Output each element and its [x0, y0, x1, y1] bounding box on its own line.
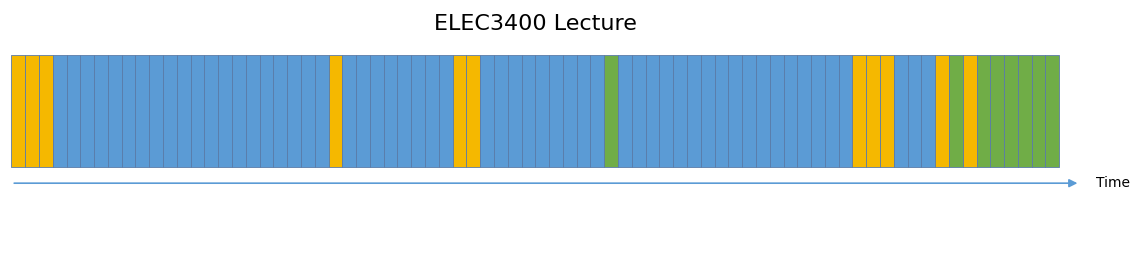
FancyBboxPatch shape	[384, 55, 398, 167]
FancyBboxPatch shape	[425, 55, 439, 167]
FancyBboxPatch shape	[204, 55, 219, 167]
FancyBboxPatch shape	[39, 55, 52, 167]
FancyBboxPatch shape	[1018, 55, 1032, 167]
FancyBboxPatch shape	[756, 55, 770, 167]
FancyBboxPatch shape	[357, 55, 370, 167]
FancyBboxPatch shape	[867, 55, 880, 167]
FancyBboxPatch shape	[535, 55, 549, 167]
FancyBboxPatch shape	[343, 55, 357, 167]
FancyBboxPatch shape	[136, 55, 149, 167]
FancyBboxPatch shape	[563, 55, 576, 167]
FancyBboxPatch shape	[439, 55, 452, 167]
FancyBboxPatch shape	[880, 55, 894, 167]
FancyBboxPatch shape	[108, 55, 122, 167]
FancyBboxPatch shape	[962, 55, 976, 167]
FancyBboxPatch shape	[508, 55, 522, 167]
FancyBboxPatch shape	[728, 55, 743, 167]
FancyBboxPatch shape	[700, 55, 714, 167]
FancyBboxPatch shape	[825, 55, 838, 167]
FancyBboxPatch shape	[576, 55, 590, 167]
FancyBboxPatch shape	[398, 55, 411, 167]
FancyBboxPatch shape	[81, 55, 95, 167]
FancyBboxPatch shape	[618, 55, 632, 167]
FancyBboxPatch shape	[481, 55, 494, 167]
FancyBboxPatch shape	[149, 55, 163, 167]
FancyBboxPatch shape	[314, 55, 328, 167]
FancyBboxPatch shape	[990, 55, 1005, 167]
FancyBboxPatch shape	[452, 55, 466, 167]
FancyBboxPatch shape	[95, 55, 108, 167]
FancyBboxPatch shape	[52, 55, 66, 167]
FancyBboxPatch shape	[590, 55, 605, 167]
FancyBboxPatch shape	[163, 55, 177, 167]
FancyBboxPatch shape	[894, 55, 908, 167]
FancyBboxPatch shape	[122, 55, 136, 167]
FancyBboxPatch shape	[632, 55, 646, 167]
FancyBboxPatch shape	[646, 55, 659, 167]
FancyBboxPatch shape	[921, 55, 935, 167]
FancyBboxPatch shape	[466, 55, 481, 167]
FancyBboxPatch shape	[328, 55, 343, 167]
FancyBboxPatch shape	[66, 55, 81, 167]
Title: ELEC3400 Lecture: ELEC3400 Lecture	[434, 14, 637, 34]
FancyBboxPatch shape	[260, 55, 273, 167]
FancyBboxPatch shape	[935, 55, 949, 167]
FancyBboxPatch shape	[1032, 55, 1046, 167]
FancyBboxPatch shape	[797, 55, 811, 167]
FancyBboxPatch shape	[976, 55, 990, 167]
FancyBboxPatch shape	[714, 55, 728, 167]
FancyBboxPatch shape	[219, 55, 232, 167]
FancyBboxPatch shape	[301, 55, 314, 167]
FancyBboxPatch shape	[743, 55, 756, 167]
FancyBboxPatch shape	[811, 55, 825, 167]
FancyBboxPatch shape	[25, 55, 39, 167]
FancyBboxPatch shape	[11, 55, 25, 167]
FancyBboxPatch shape	[246, 55, 260, 167]
FancyBboxPatch shape	[273, 55, 287, 167]
FancyBboxPatch shape	[784, 55, 797, 167]
FancyBboxPatch shape	[659, 55, 673, 167]
Text: Time: Time	[1096, 176, 1130, 190]
FancyBboxPatch shape	[838, 55, 852, 167]
FancyBboxPatch shape	[1005, 55, 1018, 167]
FancyBboxPatch shape	[370, 55, 384, 167]
FancyBboxPatch shape	[1046, 55, 1059, 167]
FancyBboxPatch shape	[190, 55, 204, 167]
FancyBboxPatch shape	[177, 55, 190, 167]
FancyBboxPatch shape	[549, 55, 563, 167]
FancyBboxPatch shape	[687, 55, 700, 167]
FancyBboxPatch shape	[232, 55, 246, 167]
FancyBboxPatch shape	[852, 55, 867, 167]
FancyBboxPatch shape	[287, 55, 301, 167]
FancyBboxPatch shape	[522, 55, 535, 167]
FancyBboxPatch shape	[494, 55, 508, 167]
FancyBboxPatch shape	[411, 55, 425, 167]
FancyBboxPatch shape	[908, 55, 921, 167]
FancyBboxPatch shape	[673, 55, 687, 167]
FancyBboxPatch shape	[605, 55, 618, 167]
FancyBboxPatch shape	[770, 55, 784, 167]
FancyBboxPatch shape	[949, 55, 962, 167]
